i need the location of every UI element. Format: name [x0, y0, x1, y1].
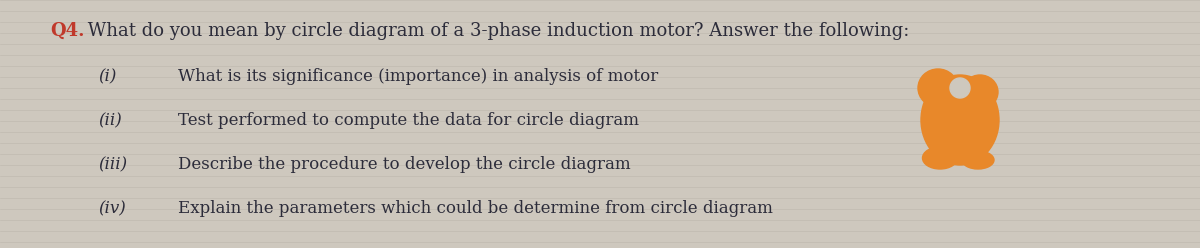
- Ellipse shape: [918, 69, 958, 107]
- Text: (iii): (iii): [98, 156, 127, 173]
- Text: Explain the parameters which could be determine from circle diagram: Explain the parameters which could be de…: [178, 200, 773, 217]
- Ellipse shape: [923, 147, 958, 169]
- Ellipse shape: [962, 75, 998, 109]
- Text: What do you mean by circle diagram of a 3-phase induction motor? Answer the foll: What do you mean by circle diagram of a …: [82, 22, 910, 40]
- Text: Test performed to compute the data for circle diagram: Test performed to compute the data for c…: [178, 112, 638, 129]
- Text: (iv): (iv): [98, 200, 126, 217]
- Text: (ii): (ii): [98, 112, 122, 129]
- Text: Describe the procedure to develop the circle diagram: Describe the procedure to develop the ci…: [178, 156, 630, 173]
- Ellipse shape: [922, 75, 998, 165]
- Ellipse shape: [962, 151, 994, 169]
- Text: What is its significance (importance) in analysis of motor: What is its significance (importance) in…: [178, 68, 658, 85]
- Ellipse shape: [950, 78, 970, 98]
- Text: Q4.: Q4.: [50, 22, 84, 40]
- Text: (i): (i): [98, 68, 116, 85]
